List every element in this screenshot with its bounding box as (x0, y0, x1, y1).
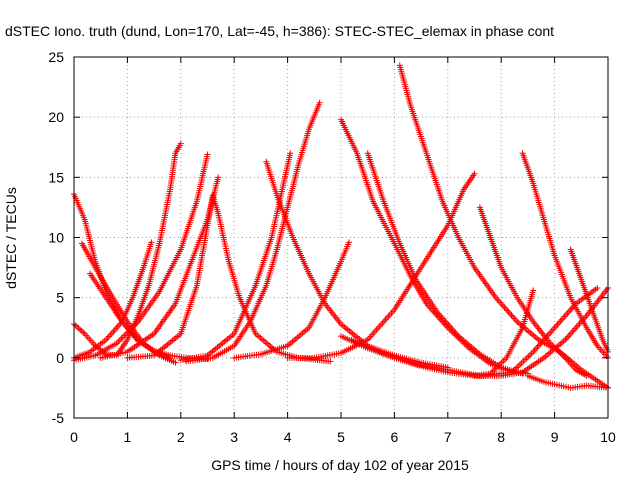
data-point-marker (287, 150, 294, 157)
chart-title: dSTEC Iono. truth (dund, Lon=170, Lat=-4… (5, 23, 554, 39)
data-point-marker (115, 338, 122, 345)
data-point-marker (583, 372, 590, 379)
data-point-marker (177, 140, 184, 147)
data-marks (71, 62, 611, 391)
series-23 (524, 372, 611, 391)
data-point-marker (80, 329, 87, 336)
x-tick-label: 6 (391, 429, 399, 445)
data-point-marker (72, 322, 79, 329)
data-point-marker (77, 326, 84, 333)
y-tick-label: 10 (48, 230, 64, 246)
data-point-marker (74, 323, 81, 330)
data-point-marker (75, 325, 82, 332)
data-point-marker (148, 239, 155, 246)
data-point-marker (530, 287, 537, 294)
x-tick-label: 1 (124, 429, 132, 445)
x-tick-label: 0 (70, 429, 78, 445)
x-tick-label: 8 (497, 429, 505, 445)
data-point-marker (118, 335, 125, 342)
y-tick-label: 20 (48, 109, 64, 125)
y-axis-ticks: -5 0 5 10 15 20 25 (48, 49, 608, 426)
y-tick-label: 0 (56, 350, 64, 366)
y-tick-label: 15 (48, 169, 64, 185)
series-20 (476, 204, 590, 379)
data-point-marker (346, 239, 353, 246)
series-8 (124, 192, 334, 365)
x-tick-label: 10 (600, 429, 616, 445)
y-axis-title: dSTEC / TECUs (3, 187, 19, 289)
x-axis-title: GPS time / hours of day 102 of year 2015 (211, 457, 469, 473)
series-16 (396, 62, 611, 391)
y-tick-label: -5 (52, 410, 65, 426)
series-22 (567, 246, 611, 355)
data-point-marker (471, 170, 478, 177)
data-point-marker (78, 328, 85, 335)
series-10 (177, 150, 294, 364)
x-axis-ticks: 0 1 2 3 4 5 6 7 8 9 10 (70, 57, 616, 445)
series-7 (97, 174, 222, 361)
x-tick-label: 4 (284, 429, 292, 445)
y-tick-label: 5 (56, 290, 64, 306)
series-18 (348, 285, 601, 379)
series-9 (183, 99, 323, 365)
x-tick-label: 5 (337, 429, 345, 445)
data-point-marker (204, 151, 211, 158)
grid (74, 57, 608, 418)
data-point-marker (594, 285, 601, 292)
series-19 (471, 287, 537, 379)
series-21 (519, 150, 611, 361)
data-point-marker (215, 174, 222, 181)
x-tick-label: 7 (444, 429, 452, 445)
x-tick-label: 2 (177, 429, 185, 445)
data-point-marker (116, 337, 123, 344)
data-point-marker (167, 354, 174, 361)
data-point-marker (327, 358, 334, 365)
x-tick-label: 9 (551, 429, 559, 445)
series-6 (71, 151, 211, 364)
series-12 (231, 239, 353, 361)
data-point-marker (316, 99, 323, 106)
x-tick-label: 3 (230, 429, 238, 445)
data-point-marker (172, 359, 179, 366)
series-15 (364, 150, 526, 377)
y-tick-label: 25 (48, 49, 64, 65)
